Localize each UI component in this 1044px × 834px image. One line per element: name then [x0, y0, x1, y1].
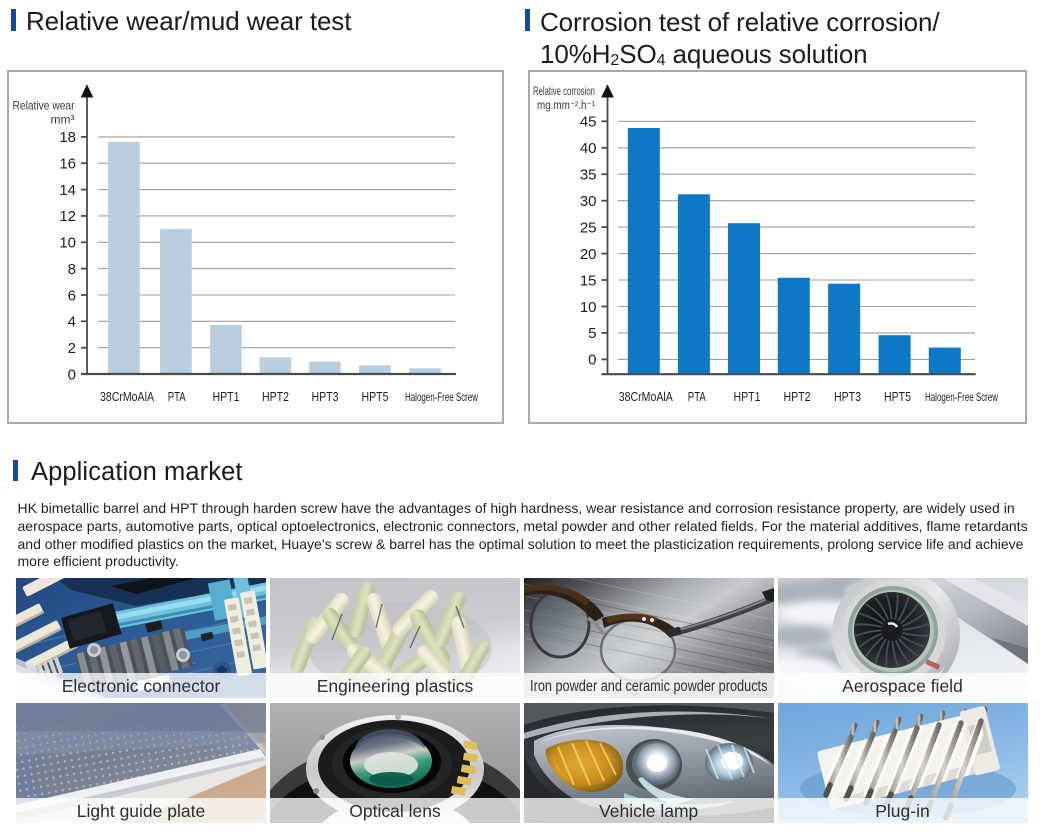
- svg-text:35: 35: [580, 167, 597, 184]
- svg-text:6: 6: [68, 287, 76, 304]
- svg-text:HPT3: HPT3: [834, 390, 861, 404]
- svg-text:10: 10: [580, 299, 597, 316]
- svg-text:HPT3: HPT3: [312, 390, 339, 404]
- svg-text:Halogen-Free Screw: Halogen-Free Screw: [405, 390, 478, 404]
- svg-text:4: 4: [68, 314, 76, 331]
- svg-text:30: 30: [580, 193, 597, 210]
- svg-text:20: 20: [580, 246, 597, 263]
- svg-text:Halogen-Free Screw: Halogen-Free Screw: [925, 390, 998, 404]
- svg-text:8: 8: [68, 261, 76, 278]
- svg-text:38CrMoAlA: 38CrMoAlA: [100, 390, 155, 404]
- svg-text:HPT2: HPT2: [262, 390, 289, 404]
- svg-text:2: 2: [68, 340, 76, 357]
- svg-text:0: 0: [588, 352, 596, 369]
- svg-text:mg.mm⁻².h⁻¹: mg.mm⁻².h⁻¹: [537, 100, 595, 112]
- svg-text:14: 14: [59, 182, 76, 199]
- svg-text:HPT2: HPT2: [784, 390, 811, 404]
- svg-text:HPT1: HPT1: [734, 390, 761, 404]
- svg-text:PTA: PTA: [688, 390, 707, 404]
- svg-text:45: 45: [580, 114, 597, 131]
- svg-text:15: 15: [580, 272, 597, 289]
- svg-text:38CrMoAlA: 38CrMoAlA: [619, 390, 674, 404]
- svg-text:HPT5: HPT5: [884, 390, 911, 404]
- svg-text:0: 0: [68, 366, 76, 383]
- svg-text:Relative wear: Relative wear: [13, 99, 75, 113]
- svg-text:16: 16: [59, 156, 76, 173]
- svg-text:25: 25: [580, 219, 597, 236]
- svg-text:PTA: PTA: [168, 390, 187, 404]
- svg-text:Relative corrosion: Relative corrosion: [533, 86, 595, 98]
- svg-text:5: 5: [588, 325, 596, 342]
- svg-text:12: 12: [59, 208, 76, 225]
- svg-text:mm³: mm³: [51, 113, 75, 127]
- svg-text:HPT1: HPT1: [213, 390, 240, 404]
- svg-text:HPT5: HPT5: [362, 390, 389, 404]
- svg-text:40: 40: [580, 140, 597, 157]
- svg-text:10: 10: [59, 235, 76, 252]
- svg-text:18: 18: [59, 129, 76, 146]
